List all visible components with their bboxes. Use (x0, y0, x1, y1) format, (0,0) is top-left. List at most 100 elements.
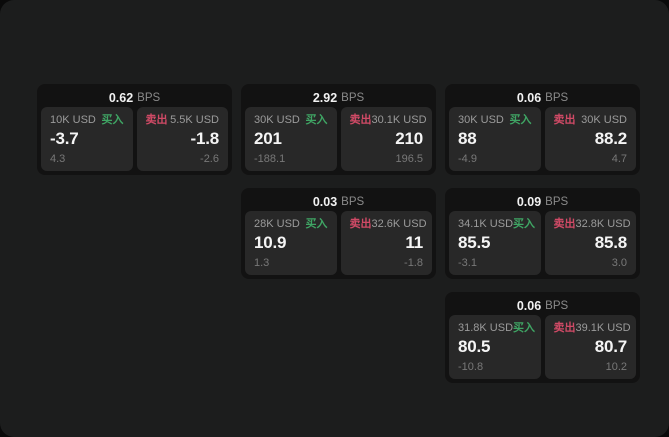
quote-card: 0.03 BPS 28K USD 买入 10.9 1.3 卖出 32.6K US… (241, 188, 436, 279)
ask-price: -1.8 (190, 129, 220, 148)
ask-price: 11 (405, 233, 423, 252)
quote-body: 10K USD 买入 -3.7 4.3 卖出 5.5K USD -1.8 -2.… (41, 107, 228, 171)
sell-tile[interactable]: 卖出 5.5K USD -1.8 -2.6 (136, 107, 228, 171)
ask-delta: -2.6 (200, 153, 219, 165)
sell-tile[interactable]: 卖出 30K USD 88.2 4.7 (544, 107, 636, 171)
sell-tile[interactable]: 卖出 32.8K USD 85.8 3.0 (544, 211, 636, 275)
sell-size: 30K USD (581, 114, 627, 126)
buy-tile[interactable]: 31.8K USD 买入 80.5 -10.8 (449, 315, 541, 379)
ask-delta: 196.5 (395, 153, 423, 165)
sell-label: 卖出 (553, 218, 576, 230)
spread-value: 0.06 (516, 298, 542, 313)
spread-unit: BPS (545, 299, 569, 312)
buy-size: 34.1K USD (458, 218, 514, 230)
quote-card: 2.92 BPS 30K USD 买入 201 -188.1 卖出 30.1K … (241, 84, 436, 175)
spread-header: 0.03 BPS (245, 192, 432, 211)
sell-tile-header: 卖出 32.8K USD (553, 218, 631, 231)
spread-unit: BPS (137, 91, 161, 104)
bid-delta: 1.3 (254, 257, 270, 269)
buy-label: 买入 (513, 218, 536, 230)
sell-tile[interactable]: 卖出 32.6K USD 11 -1.8 (340, 211, 432, 275)
ask-price: 88.2 (594, 129, 627, 148)
buy-size: 28K USD (254, 218, 300, 230)
sell-label: 卖出 (349, 114, 372, 126)
quote-body: 31.8K USD 买入 80.5 -10.8 卖出 39.1K USD 80.… (449, 315, 636, 379)
sell-size: 32.6K USD (371, 218, 427, 230)
sell-tile-header: 卖出 32.6K USD (349, 218, 427, 231)
buy-size: 10K USD (50, 114, 96, 126)
ask-price: 210 (395, 129, 423, 148)
buy-tile[interactable]: 28K USD 买入 10.9 1.3 (245, 211, 337, 275)
quote-card: 0.06 BPS 30K USD 买入 88 -4.9 卖出 30K USD (445, 84, 640, 175)
buy-size: 31.8K USD (458, 322, 514, 334)
quote-card: 0.06 BPS 31.8K USD 买入 80.5 -10.8 卖出 39.1… (445, 292, 640, 383)
sell-tile-header: 卖出 30K USD (554, 114, 628, 127)
buy-label: 买入 (509, 114, 532, 126)
ask-delta: 3.0 (611, 257, 627, 269)
quote-card: 0.09 BPS 34.1K USD 买入 85.5 -3.1 卖出 32.8K… (445, 188, 640, 279)
spread-header: 0.09 BPS (449, 192, 636, 211)
bid-price: 80.5 (458, 337, 491, 356)
buy-tile-header: 31.8K USD 买入 (458, 322, 536, 335)
sell-size: 5.5K USD (170, 114, 219, 126)
sell-tile-header: 卖出 30.1K USD (349, 114, 427, 127)
spread-value: 0.03 (312, 194, 338, 209)
quote-body: 30K USD 买入 201 -188.1 卖出 30.1K USD 210 1… (245, 107, 432, 171)
buy-tile[interactable]: 30K USD 买入 201 -188.1 (245, 107, 337, 171)
sell-size: 32.8K USD (575, 218, 631, 230)
buy-tile[interactable]: 10K USD 买入 -3.7 4.3 (41, 107, 133, 171)
sell-tile[interactable]: 卖出 30.1K USD 210 196.5 (340, 107, 432, 171)
spread-unit: BPS (545, 195, 569, 208)
spread-unit: BPS (545, 91, 569, 104)
sell-size: 39.1K USD (575, 322, 631, 334)
buy-label: 买入 (305, 218, 328, 230)
bid-price: 85.5 (458, 233, 491, 252)
quote-grid: 0.62 BPS 10K USD 买入 -3.7 4.3 卖出 5.5K USD (37, 84, 640, 383)
buy-label: 买入 (101, 114, 124, 126)
buy-tile-header: 34.1K USD 买入 (458, 218, 536, 231)
ask-price: 80.7 (594, 337, 627, 356)
ask-price: 85.8 (594, 233, 627, 252)
spread-value: 2.92 (312, 90, 338, 105)
buy-size: 30K USD (254, 114, 300, 126)
ask-delta: 4.7 (611, 153, 627, 165)
spread-header: 0.62 BPS (41, 88, 228, 107)
quote-body: 28K USD 买入 10.9 1.3 卖出 32.6K USD 11 -1.8 (245, 211, 432, 275)
bid-price: 201 (254, 129, 282, 148)
bid-price: 10.9 (254, 233, 287, 252)
sell-tile[interactable]: 卖出 39.1K USD 80.7 10.2 (544, 315, 636, 379)
sell-label: 卖出 (145, 114, 168, 126)
bid-delta: 4.3 (50, 153, 66, 165)
quote-body: 34.1K USD 买入 85.5 -3.1 卖出 32.8K USD 85.8… (449, 211, 636, 275)
spread-unit: BPS (341, 91, 365, 104)
bid-delta: -4.9 (458, 153, 477, 165)
spread-header: 0.06 BPS (449, 296, 636, 315)
buy-label: 买入 (305, 114, 328, 126)
sell-label: 卖出 (349, 218, 372, 230)
spread-value: 0.09 (516, 194, 542, 209)
bid-delta: -3.1 (458, 257, 477, 269)
spread-header: 2.92 BPS (245, 88, 432, 107)
buy-size: 30K USD (458, 114, 504, 126)
ask-delta: 10.2 (605, 361, 627, 373)
buy-tile[interactable]: 34.1K USD 买入 85.5 -3.1 (449, 211, 541, 275)
buy-tile-header: 30K USD 买入 (458, 114, 532, 127)
quote-body: 30K USD 买入 88 -4.9 卖出 30K USD 88.2 4.7 (449, 107, 636, 171)
buy-tile-header: 28K USD 买入 (254, 218, 328, 231)
buy-label: 买入 (513, 322, 536, 334)
buy-tile[interactable]: 30K USD 买入 88 -4.9 (449, 107, 541, 171)
sell-tile-header: 卖出 5.5K USD (146, 114, 220, 127)
ask-delta: -1.8 (404, 257, 423, 269)
bid-price: 88 (458, 129, 477, 148)
spread-value: 0.06 (516, 90, 542, 105)
bid-price: -3.7 (50, 129, 79, 148)
sell-size: 30.1K USD (371, 114, 427, 126)
spread-header: 0.06 BPS (449, 88, 636, 107)
sell-tile-header: 卖出 39.1K USD (554, 322, 631, 335)
quote-card: 0.62 BPS 10K USD 买入 -3.7 4.3 卖出 5.5K USD (37, 84, 232, 175)
spread-value: 0.62 (108, 90, 134, 105)
bid-delta: -188.1 (254, 153, 286, 165)
buy-tile-header: 10K USD 买入 (50, 114, 124, 127)
sell-label: 卖出 (553, 114, 576, 126)
